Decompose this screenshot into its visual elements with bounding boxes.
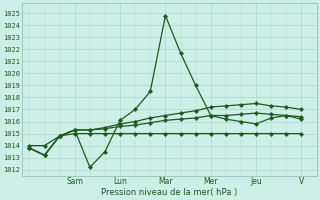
X-axis label: Pression niveau de la mer( hPa ): Pression niveau de la mer( hPa ) [101,188,237,197]
